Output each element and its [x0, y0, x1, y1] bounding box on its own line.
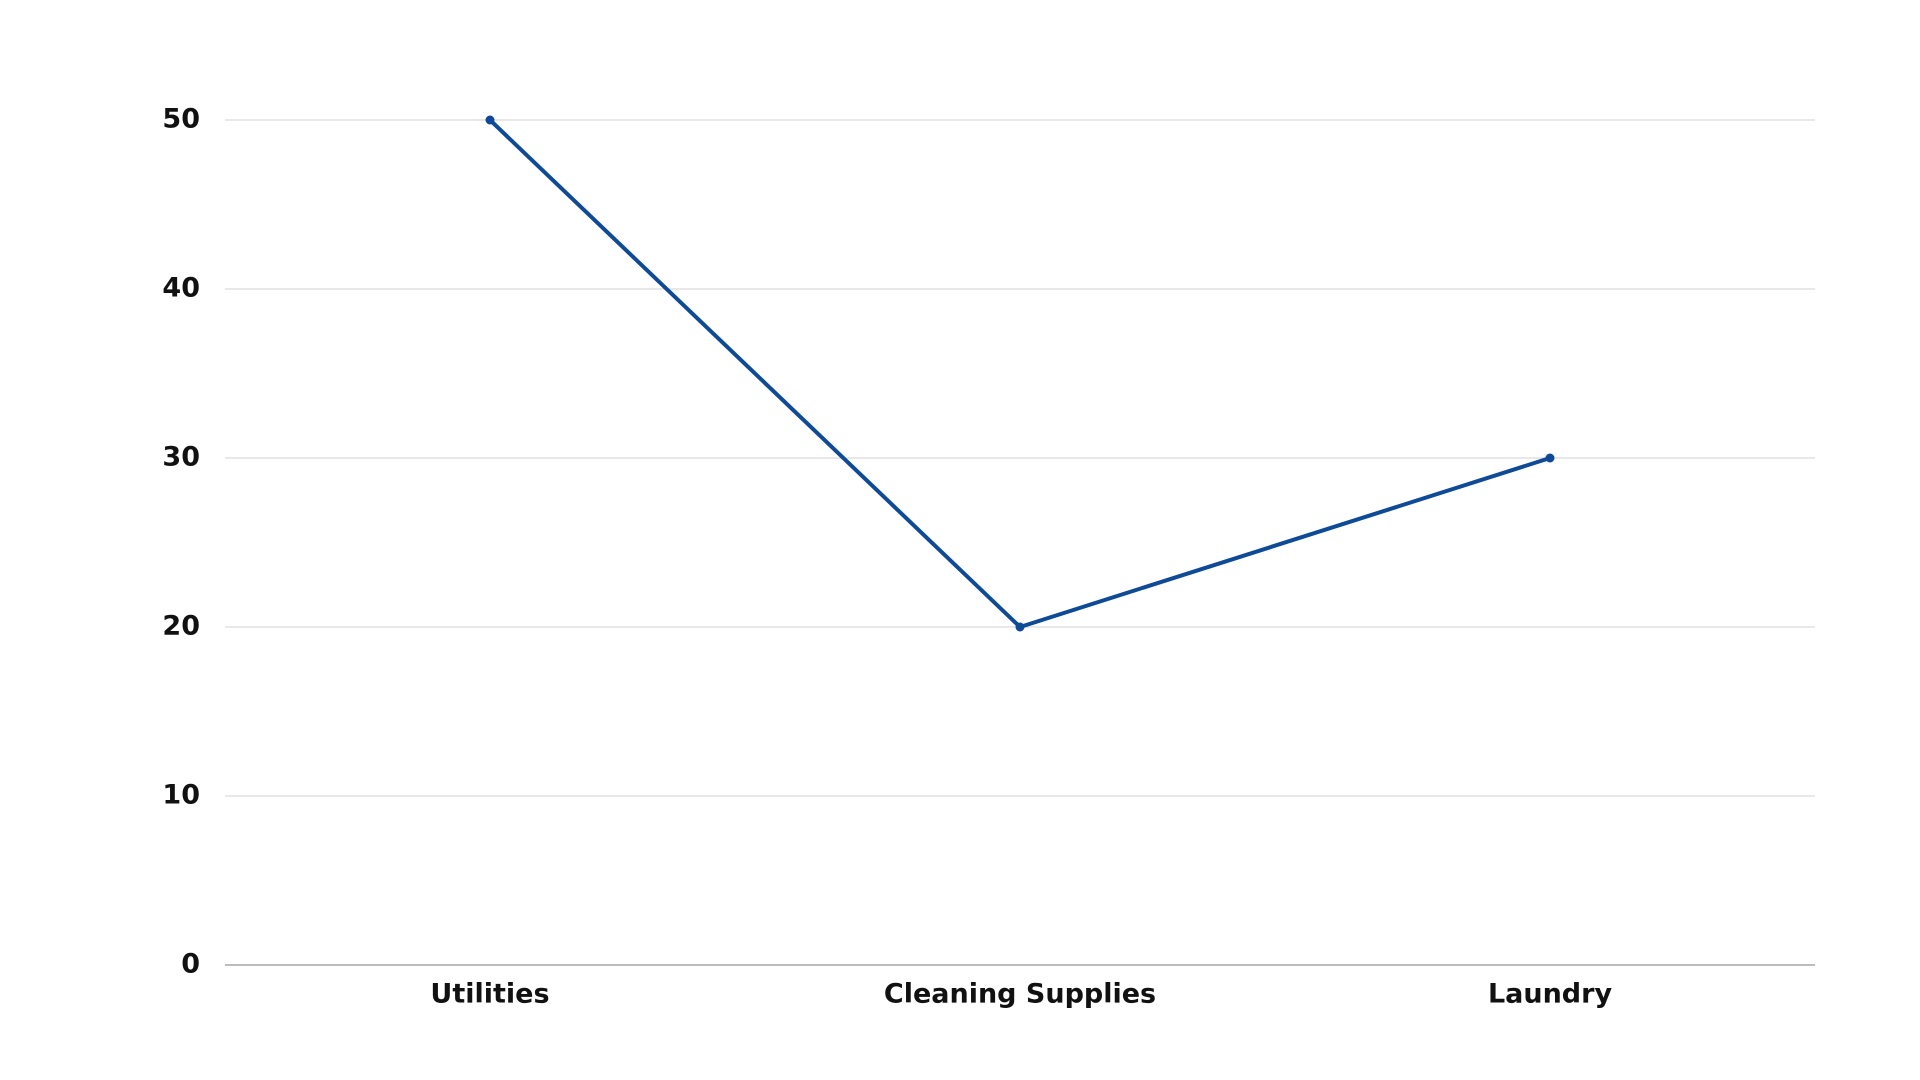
y-tick-label: 20 — [162, 611, 200, 642]
series-line — [488, 118, 1552, 629]
y-tick-label: 0 — [181, 949, 200, 980]
x-tick-label: Utilities — [430, 979, 549, 1010]
y-tick-label: 40 — [162, 273, 200, 304]
y-tick-label: 30 — [162, 442, 200, 473]
data-point — [1545, 453, 1555, 463]
data-point — [485, 115, 495, 125]
x-axis-ticks: Utilities Cleaning Supplies Laundry — [430, 979, 1612, 1010]
data-point — [1015, 622, 1025, 632]
y-tick-label: 50 — [162, 104, 200, 135]
series-layer — [485, 115, 1555, 632]
y-axis-ticks: 0 10 20 30 40 50 — [162, 104, 200, 980]
gridlines — [225, 119, 1815, 966]
x-tick-label: Cleaning Supplies — [884, 979, 1156, 1010]
y-tick-label: 10 — [162, 780, 200, 811]
x-tick-label: Laundry — [1488, 979, 1613, 1010]
